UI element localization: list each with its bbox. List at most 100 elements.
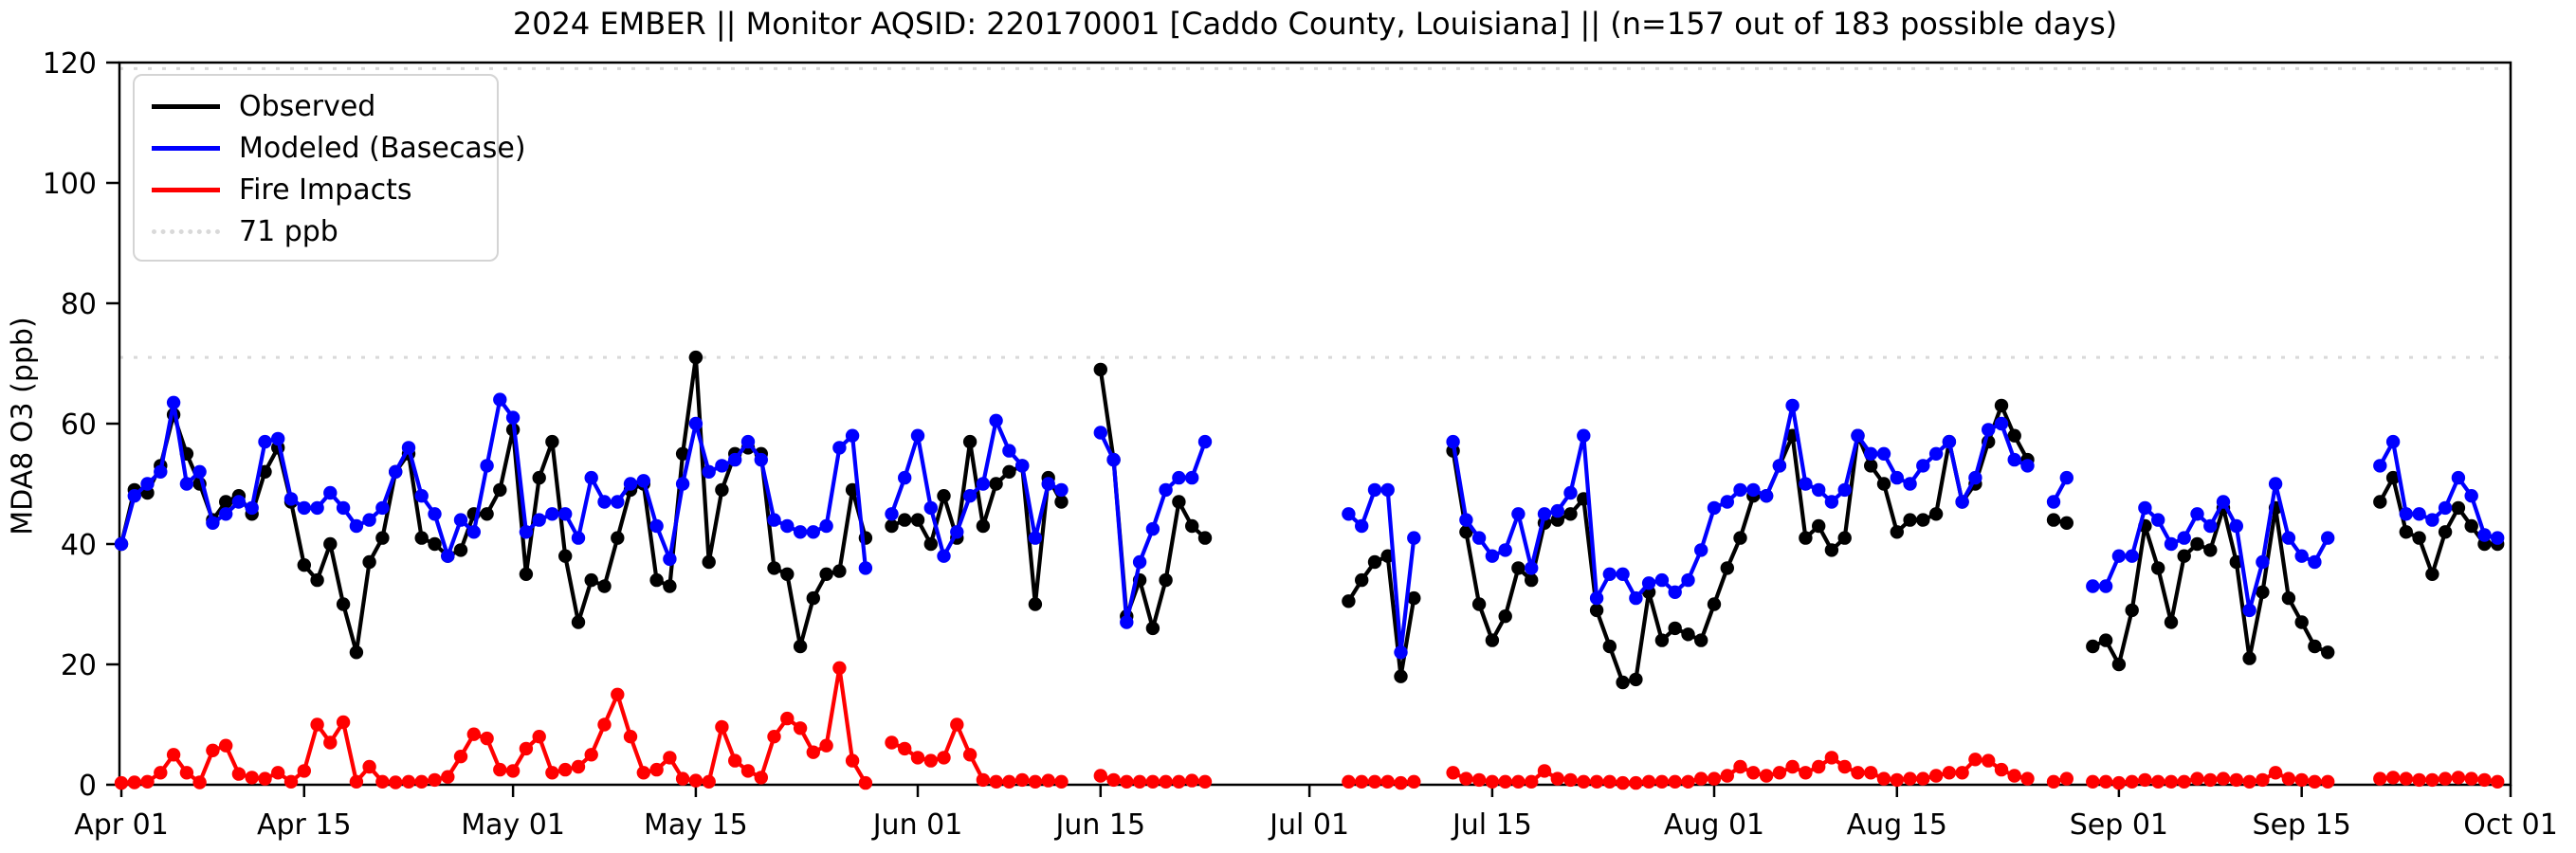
series-marker: [297, 500, 311, 516]
series-marker: [1994, 762, 2009, 777]
series-marker: [297, 558, 311, 572]
series-marker: [2321, 774, 2335, 789]
series-marker: [1707, 771, 1722, 786]
series-marker: [1511, 561, 1526, 575]
series-marker: [858, 775, 873, 790]
x-tick-label: Apr 01: [74, 808, 169, 842]
series-marker: [636, 766, 650, 780]
series-marker: [1485, 549, 1500, 563]
series-marker: [754, 771, 768, 785]
series-marker: [806, 525, 820, 539]
series-marker: [1681, 572, 1695, 588]
legend-item-71-ppb: 71 ppb: [135, 210, 497, 252]
series-marker: [1589, 590, 1604, 606]
series-marker: [780, 518, 795, 534]
series-marker: [519, 741, 534, 756]
series-marker: [845, 753, 860, 768]
legend-item-fire-impacts: Fire Impacts: [135, 169, 497, 210]
series-marker: [2242, 603, 2256, 618]
series-marker: [715, 719, 729, 735]
series-marker: [1002, 774, 1016, 789]
series-marker: [1407, 531, 1421, 545]
series-marker: [414, 774, 429, 789]
series-marker: [1185, 518, 1199, 534]
series-marker: [728, 753, 742, 768]
series-marker: [2177, 549, 2191, 563]
series-line-fire: [119, 665, 2500, 786]
series-marker: [675, 771, 690, 786]
series-marker: [1890, 470, 1905, 485]
series-marker: [1864, 766, 1878, 780]
x-tick-label: Oct 01: [2463, 808, 2558, 842]
series-marker: [793, 721, 808, 735]
series-marker: [519, 567, 534, 581]
series-marker: [2491, 531, 2505, 545]
series-marker: [362, 513, 376, 527]
series-marker: [702, 554, 716, 570]
series-marker: [1942, 766, 1957, 780]
series-marker: [1132, 554, 1147, 570]
series-marker: [1733, 482, 1747, 498]
x-tick-label: Sep 01: [2070, 808, 2168, 842]
series-marker: [858, 561, 873, 575]
series-marker: [1498, 609, 1512, 624]
series-marker: [1355, 572, 1369, 588]
series-marker: [1812, 518, 1826, 534]
series-marker: [1185, 470, 1199, 485]
series-marker: [1616, 567, 1630, 581]
series-marker: [1654, 633, 1670, 647]
series-marker: [1837, 759, 1852, 774]
series-marker: [910, 751, 925, 765]
series-marker: [2281, 771, 2296, 786]
series-marker: [1968, 470, 1982, 485]
series-marker: [2177, 774, 2191, 789]
series-marker: [453, 750, 468, 764]
series-marker: [702, 774, 716, 789]
series-marker: [584, 470, 598, 485]
y-tick-label: 80: [61, 288, 97, 321]
series-marker: [1799, 531, 1813, 545]
series-marker: [2425, 513, 2439, 527]
series-marker: [2203, 543, 2218, 557]
series-marker: [1394, 645, 1408, 660]
series-marker: [2125, 549, 2139, 563]
series-marker: [1812, 759, 1826, 774]
series-marker: [2046, 513, 2061, 527]
series-marker: [1159, 482, 1173, 498]
series-marker: [1446, 766, 1460, 780]
series-marker: [2294, 772, 2309, 788]
series-marker: [611, 495, 625, 509]
x-tick-label: Jun 01: [871, 808, 963, 842]
series-marker: [1589, 603, 1604, 618]
series-marker: [2111, 549, 2127, 563]
series-marker: [1876, 771, 1891, 786]
series-marker: [1041, 477, 1055, 491]
series-marker: [1772, 766, 1787, 780]
series-marker: [584, 572, 598, 588]
series-marker: [898, 470, 912, 485]
legend-line-swatch: [152, 187, 220, 192]
series-marker: [950, 525, 964, 539]
series-marker: [950, 717, 964, 732]
series-marker: [1720, 769, 1735, 783]
series-marker: [2281, 531, 2296, 545]
series-marker: [166, 748, 181, 762]
series-marker: [2046, 495, 2061, 509]
series-marker: [2190, 507, 2204, 521]
series-marker: [2151, 774, 2165, 789]
series-marker: [1864, 446, 1878, 461]
legend-line-swatch: [152, 145, 220, 151]
series-marker: [493, 762, 507, 777]
series-marker: [623, 730, 638, 744]
series-marker: [2425, 772, 2439, 788]
series-marker: [1563, 507, 1578, 521]
series-marker: [976, 772, 991, 788]
series-marker: [767, 513, 781, 527]
series-marker: [1668, 585, 1682, 599]
legend-label: 71 ppb: [239, 214, 338, 248]
series-marker: [1459, 525, 1473, 539]
series-marker: [1629, 590, 1643, 606]
series-marker: [1002, 444, 1016, 458]
